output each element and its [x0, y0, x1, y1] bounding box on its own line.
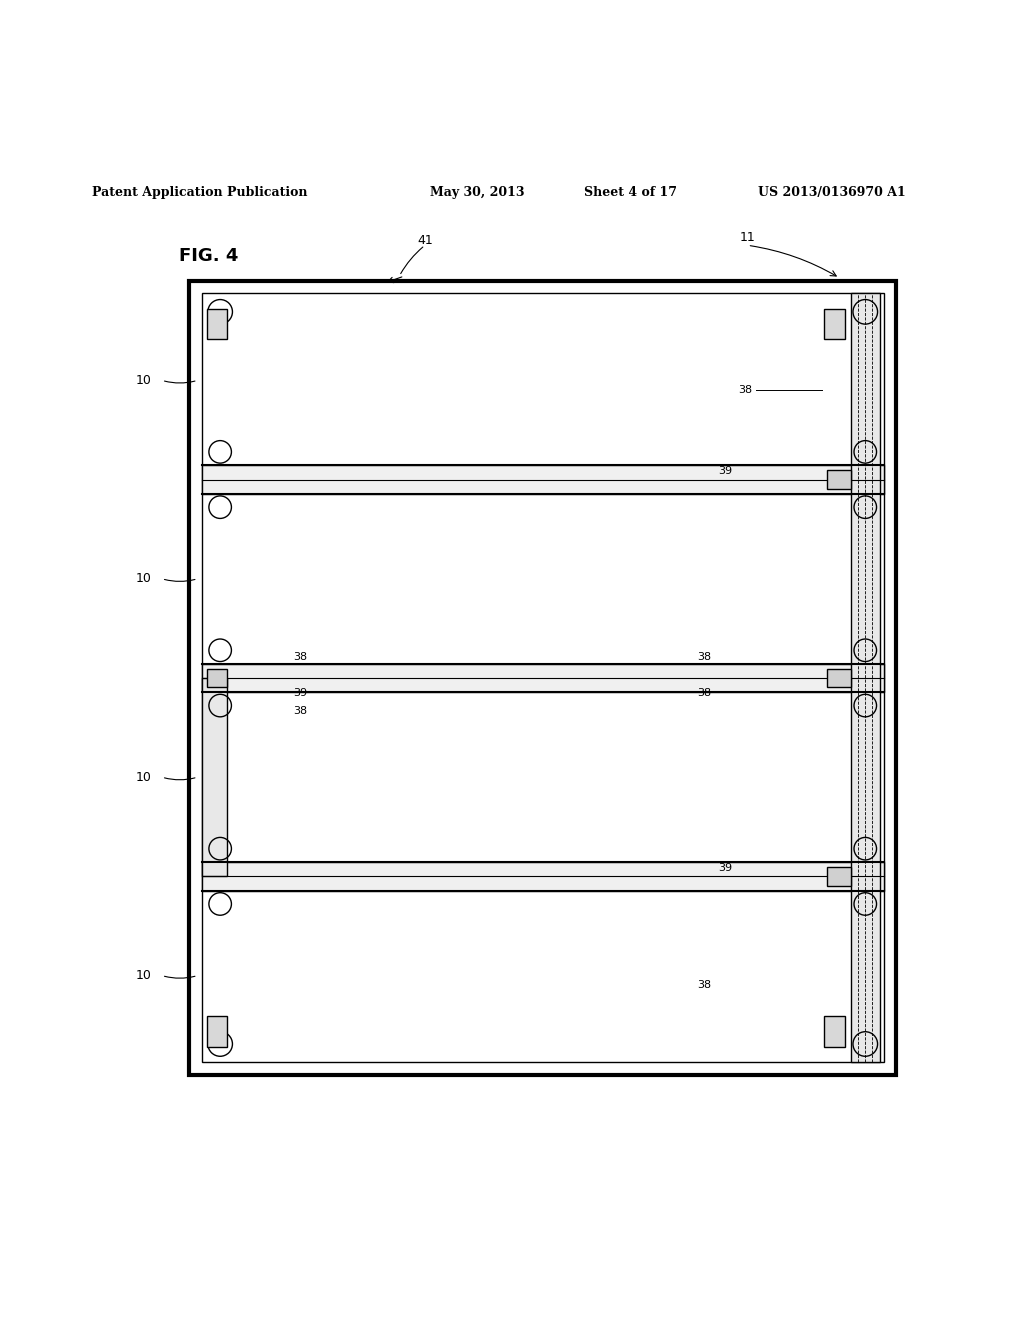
Text: 39: 39 — [293, 688, 307, 698]
Text: 38: 38 — [293, 706, 307, 715]
Bar — [827, 867, 851, 886]
Bar — [207, 669, 227, 688]
Text: 10: 10 — [135, 969, 152, 982]
Text: 38: 38 — [697, 688, 712, 698]
Text: 41: 41 — [417, 235, 433, 247]
Bar — [824, 1016, 845, 1047]
Bar — [202, 862, 884, 891]
Text: May 30, 2013: May 30, 2013 — [430, 186, 524, 198]
Text: 38: 38 — [738, 385, 753, 395]
Bar — [851, 293, 880, 1063]
Text: 38: 38 — [697, 981, 712, 990]
Text: Sheet 4 of 17: Sheet 4 of 17 — [584, 186, 677, 198]
Text: Patent Application Publication: Patent Application Publication — [92, 186, 307, 198]
Text: 10: 10 — [135, 771, 152, 784]
Text: 39: 39 — [718, 863, 732, 873]
Text: FIG. 4: FIG. 4 — [179, 247, 239, 264]
Text: 39: 39 — [718, 466, 732, 477]
Bar — [202, 293, 884, 1063]
Bar — [202, 465, 884, 494]
Bar — [824, 309, 845, 339]
Bar — [189, 281, 896, 1074]
Text: 38: 38 — [293, 652, 307, 663]
Bar — [827, 669, 851, 688]
Text: 38: 38 — [697, 652, 712, 663]
Bar — [207, 309, 227, 339]
Bar — [207, 1016, 227, 1047]
Text: 11: 11 — [739, 231, 756, 244]
Text: 10: 10 — [135, 573, 152, 585]
Bar — [827, 470, 851, 488]
Bar — [202, 664, 884, 692]
Bar — [202, 678, 227, 876]
Text: 10: 10 — [135, 374, 152, 387]
Text: US 2013/0136970 A1: US 2013/0136970 A1 — [758, 186, 905, 198]
